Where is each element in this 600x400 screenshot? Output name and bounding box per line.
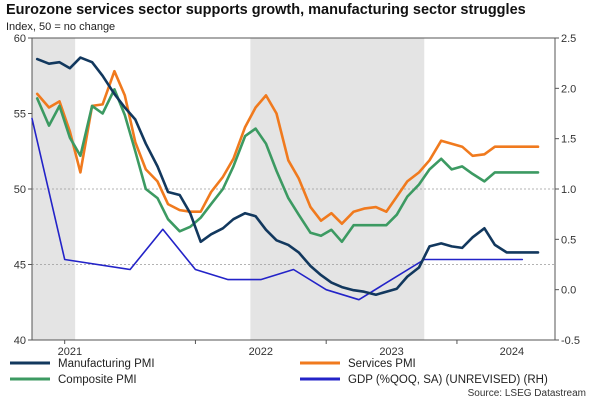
series-line-manufacturing-pmi — [35, 56, 540, 297]
series-line-services-pmi — [35, 69, 540, 225]
x-tick-label-2022: 2022 — [249, 346, 273, 358]
chart-subtitle: Index, 50 = no change — [6, 21, 116, 33]
legend: Manufacturing PMI Services PMI Composite P… — [10, 358, 548, 386]
right-tick-label: 1.5 — [561, 134, 576, 146]
left-tick-label: 50 — [14, 184, 26, 196]
series-line-composite-pmi — [35, 88, 540, 244]
legend-label-gdp-qoq-sa-unrevised-rh: GDP (%QOQ, SA) (UNREVISED) (RH) — [348, 374, 548, 386]
left-tick-label: 55 — [14, 109, 26, 121]
right-tick-label: 1.0 — [561, 184, 576, 196]
x-tick-label-2023: 2023 — [379, 346, 403, 358]
x-tick-label-2021: 2021 — [58, 346, 82, 358]
right-tick-label: -0.5 — [561, 335, 580, 347]
right-tick-label: 0.5 — [561, 234, 576, 246]
right-axis: -0.5 0.0 0.5 1.0 1.5 2.0 2.5 — [555, 33, 580, 347]
series-line-gdp-qoq-sa-unrevised-rh — [31, 117, 524, 301]
legend-label-services-pmi: Services PMI — [348, 358, 416, 370]
series-lines — [31, 56, 540, 301]
left-axis: 40 45 50 55 60 — [14, 33, 32, 347]
left-tick-label: 40 — [14, 335, 26, 347]
x-axis: 2021 2022 2023 2024 — [58, 340, 524, 358]
legend-label-manufacturing-pmi: Manufacturing PMI — [58, 358, 155, 370]
x-tick-label-2024: 2024 — [500, 346, 524, 358]
legend-label-composite-pmi: Composite PMI — [58, 374, 137, 386]
right-tick-label: 0.0 — [561, 285, 576, 297]
right-tick-label: 2.5 — [561, 33, 576, 45]
chart-title: Eurozone services sector supports growth… — [6, 2, 526, 18]
reference-lines — [32, 188, 555, 265]
left-tick-label: 45 — [14, 260, 26, 272]
source-note: Source: LSEG Datastream — [468, 388, 586, 399]
right-tick-label: 2.0 — [561, 83, 576, 95]
left-tick-label: 60 — [14, 33, 26, 45]
